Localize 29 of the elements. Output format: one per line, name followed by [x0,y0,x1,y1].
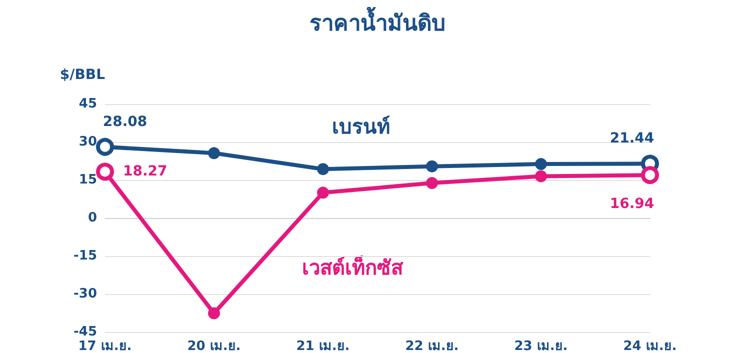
point [535,158,547,170]
x-tick-label: 21 เม.ย. [296,339,350,353]
x-tick-label: 22 เม.ย. [405,339,459,353]
x-tick-label: 17 เม.ย. [78,339,132,353]
point [426,177,438,190]
point [317,163,329,176]
data-label: 28.08 [102,114,148,130]
y-tick-label: 45 [78,96,97,112]
point [535,170,547,182]
y-axis-title: $/BBL [60,67,106,83]
y-tick-label: 15 [78,172,97,188]
y-tick-label: 0 [88,210,97,226]
y-tick-label: 30 [78,134,97,150]
point [317,186,329,199]
chart-title: ราคาน้ำมันดิบ [310,6,446,36]
y-tick-label: -15 [74,248,97,264]
x-tick-label: 20 เม.ย. [187,339,241,353]
series-label: เวสต์เท็กซัส [302,254,404,280]
series-label: เบรนท์ [332,114,390,138]
y-tick-label: -45 [74,324,97,340]
data-label: 16.94 [610,196,654,212]
point [208,307,220,320]
x-tick-label: 24 เม.ย. [623,339,677,353]
data-label: 18.27 [123,164,168,180]
point [426,160,438,172]
x-tick-label: 23 เม.ย. [514,339,568,353]
data-label: 21.44 [610,130,654,147]
y-tick-label: -30 [74,286,97,302]
point [208,147,220,160]
